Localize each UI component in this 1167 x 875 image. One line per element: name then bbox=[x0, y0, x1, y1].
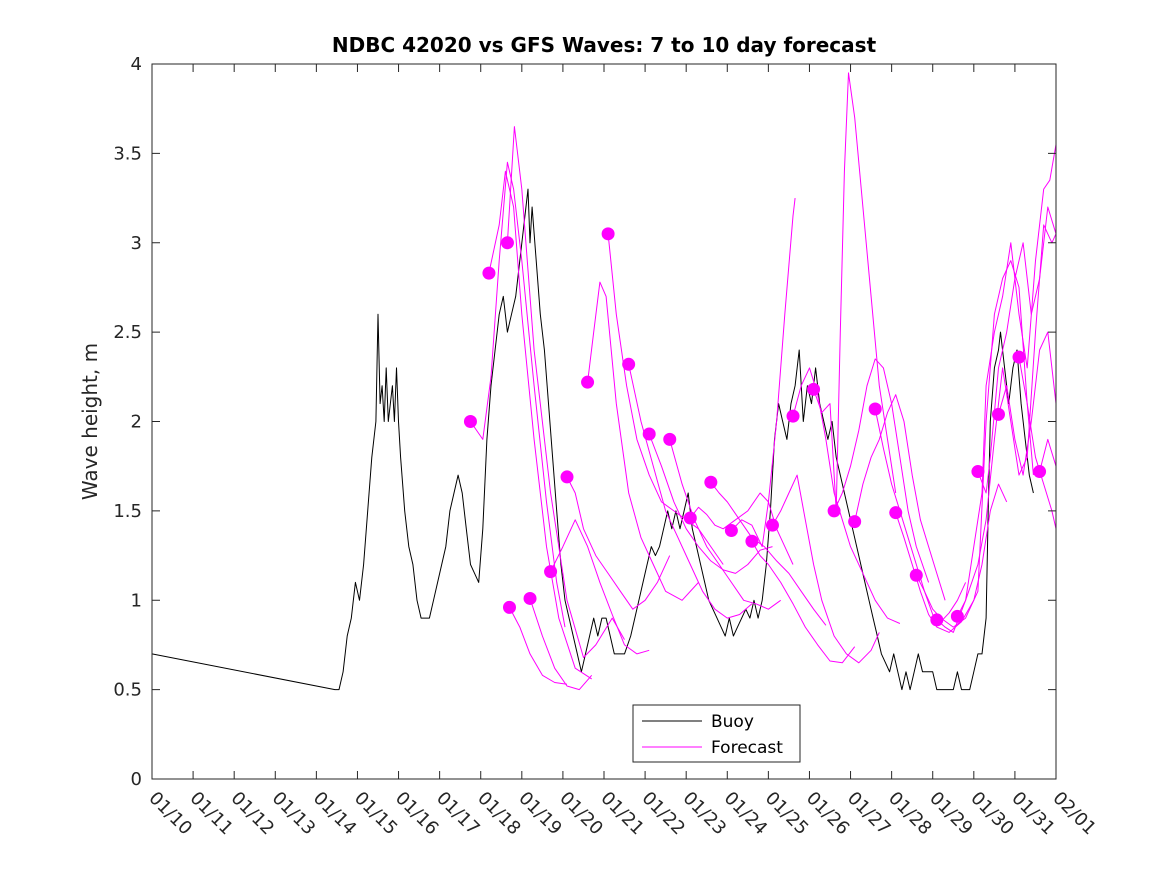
forecast-start-marker bbox=[544, 565, 558, 579]
y-tick-label: 4 bbox=[131, 54, 142, 75]
forecast-start-marker bbox=[704, 475, 718, 489]
forecast-start-marker bbox=[868, 402, 882, 416]
forecast-run-line bbox=[648, 433, 773, 574]
y-tick-label: 0.5 bbox=[113, 680, 142, 701]
forecast-start-marker bbox=[502, 600, 516, 614]
chart-title: NDBC 42020 vs GFS Waves: 7 to 10 day for… bbox=[332, 33, 877, 57]
forecast-start-marker bbox=[1033, 465, 1047, 479]
forecast-run-line bbox=[751, 541, 856, 664]
forecast-run-line bbox=[956, 144, 1057, 617]
forecast-run-line bbox=[509, 607, 568, 685]
forecast-start-marker bbox=[663, 432, 677, 446]
y-tick-label: 2 bbox=[131, 412, 142, 433]
forecast-run-line bbox=[731, 198, 796, 548]
series-layer bbox=[151, 72, 1057, 691]
forecast-start-marker bbox=[1012, 350, 1026, 364]
y-tick-label: 2.5 bbox=[113, 322, 142, 343]
y-tick-label: 1.5 bbox=[113, 501, 142, 522]
forecast-start-marker bbox=[786, 409, 800, 423]
forecast-run-line bbox=[895, 483, 1008, 633]
forecast-start-marker bbox=[909, 568, 923, 582]
plot-area bbox=[152, 64, 1056, 779]
y-tick-label: 0 bbox=[131, 769, 142, 790]
forecast-start-marker bbox=[500, 236, 514, 250]
forecast-start-marker bbox=[581, 375, 595, 389]
forecast-start-marker bbox=[848, 515, 862, 529]
forecast-run-line bbox=[506, 126, 625, 658]
forecast-run-line bbox=[977, 206, 1057, 494]
forecast-run-line bbox=[915, 260, 1034, 628]
forecast-run-line bbox=[470, 161, 566, 628]
forecast-run-line bbox=[529, 598, 593, 691]
legend-forecast-label: Forecast bbox=[711, 738, 783, 758]
forecast-run-line bbox=[998, 331, 1057, 476]
forecast-start-marker bbox=[560, 470, 574, 484]
forecast-run-line bbox=[1039, 438, 1057, 472]
legend-buoy-label: Buoy bbox=[711, 712, 754, 732]
forecast-run-line bbox=[488, 170, 592, 680]
y-axis-label: Wave height, m bbox=[78, 343, 102, 500]
forecast-run-line bbox=[710, 481, 827, 626]
forecast-start-marker bbox=[827, 504, 841, 518]
y-tick-label: 1 bbox=[131, 590, 142, 611]
forecast-start-marker bbox=[601, 227, 615, 241]
forecast-run-line bbox=[772, 474, 880, 664]
forecast-start-marker bbox=[950, 609, 964, 623]
forecast-run-line bbox=[550, 519, 650, 655]
forecast-run-line bbox=[854, 394, 946, 601]
y-tick-label: 3 bbox=[131, 233, 142, 254]
forecast-start-marker bbox=[765, 518, 779, 532]
y-tick-label: 3.5 bbox=[113, 143, 142, 164]
forecast-run-line bbox=[833, 358, 930, 583]
forecast-run-line bbox=[689, 492, 794, 565]
forecast-run-line bbox=[813, 72, 897, 512]
legend: Buoy Forecast bbox=[632, 704, 801, 763]
forecast-start-marker bbox=[622, 357, 636, 371]
forecast-run-line bbox=[587, 281, 699, 601]
forecast-start-marker bbox=[724, 524, 738, 538]
forecast-start-marker bbox=[523, 591, 537, 605]
forecast-start-marker bbox=[683, 511, 697, 525]
forecast-start-marker bbox=[463, 415, 477, 428]
forecast-run-line bbox=[669, 439, 781, 610]
legend-box bbox=[632, 704, 801, 763]
forecast-start-marker bbox=[642, 427, 656, 441]
forecast-start-marker bbox=[971, 465, 985, 479]
forecast-start-marker bbox=[930, 613, 944, 627]
forecast-run-line bbox=[628, 364, 753, 619]
buoy-series-line bbox=[151, 188, 1034, 691]
forecast-start-marker bbox=[482, 266, 496, 280]
forecast-marker-layer bbox=[463, 227, 1047, 627]
forecast-start-marker bbox=[991, 407, 1005, 421]
forecast-start-marker bbox=[889, 506, 903, 520]
forecast-start-marker bbox=[745, 534, 759, 548]
forecast-run-line bbox=[566, 476, 671, 610]
forecast-start-marker bbox=[807, 382, 821, 396]
